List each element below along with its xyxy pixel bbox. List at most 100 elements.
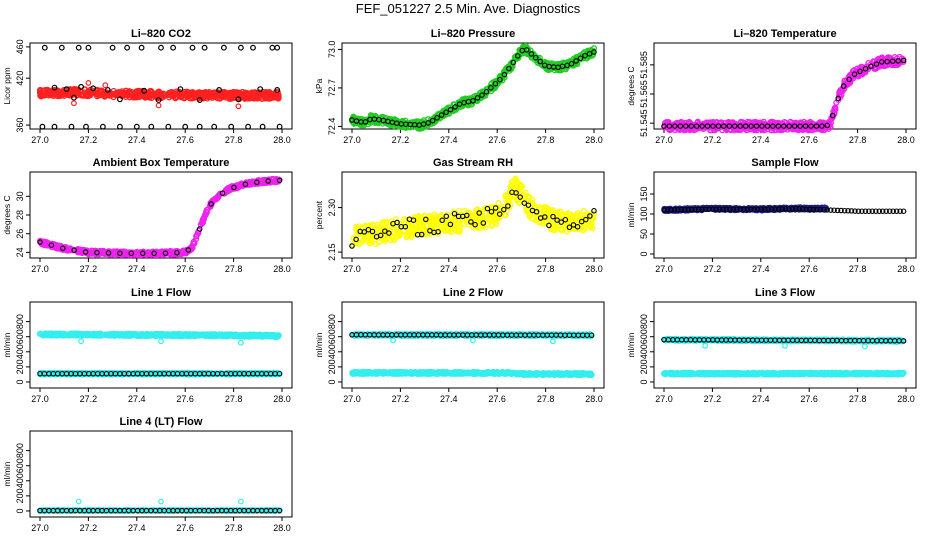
plot-frame [29,42,293,130]
x-axis: 27.0 27.2 27.4 27.6 27.8 28.0 [31,129,291,145]
y-tick-label: 72.4 [327,118,337,136]
chart-title: Li–820 Pressure [431,28,515,40]
data-point [262,88,270,96]
y-tick-label: 72.7 [327,79,337,97]
y-axis-label: kPa [314,78,324,93]
data-point [272,94,279,101]
y-tick-label: 200 [15,359,25,374]
data-point [81,89,88,96]
x-tick-label: 27.0 [31,394,49,404]
y-tick-label: 2.30 [327,199,337,217]
y-axis-label: ml/min [2,332,12,357]
data-point [85,44,92,51]
series-co2-outliers-high [41,44,281,51]
chart-title: Line 1 Flow [131,287,191,299]
data-point [177,86,184,92]
y-tick-label: 0 [639,251,649,256]
data-point [250,44,256,51]
x-tick-label: 27.4 [128,394,146,404]
data-point [39,123,46,130]
y-tick-label: 73.0 [327,41,337,59]
x-tick-label: 27.0 [343,264,361,274]
y-axis-label: degrees C [2,195,12,234]
data-point [51,84,58,91]
x-tick-label: 27.8 [849,135,867,145]
data-point [178,91,185,98]
data-point [523,43,530,50]
data-point [235,96,242,103]
data-point [175,91,182,98]
y-axis: 72.4 72.7 73.0 [327,41,342,136]
x-axis: 27.0 27.2 27.4 27.6 27.8 28.0 [31,258,291,274]
x-tick-label: 27.2 [80,135,98,145]
data-point [182,123,189,130]
x-tick-label: 27.6 [488,264,506,274]
data-point [495,200,502,207]
x-tick-label: 27.2 [392,135,410,145]
data-point [204,93,211,100]
data-point [116,96,123,103]
data-point [274,86,281,93]
data-point [572,55,579,62]
chart-title: Ambient Box Temperature [93,157,230,169]
data-point [204,89,211,96]
y-tick-label: 400 [15,344,25,359]
data-point [235,103,242,110]
x-tick-label: 27.6 [176,135,194,145]
x-tick-label: 27.2 [704,135,722,145]
data-point [39,92,46,99]
x-tick-label: 27.8 [537,135,555,145]
data-point [70,100,77,107]
x-tick-label: 27.2 [80,264,98,274]
x-tick-label: 27.4 [128,135,146,145]
data-point [189,89,197,96]
data-point [276,123,283,130]
x-tick-label: 28.0 [585,135,603,145]
series-box-temperature-average [37,177,283,257]
y-tick-label: 460 [15,39,25,54]
data-point [238,91,245,98]
data-point [155,102,162,109]
data-point [99,87,106,94]
data-point [230,88,237,95]
data-point [114,91,121,98]
page-title: FEF_051227 2.5 Min. Ave. Diagnostics [355,1,581,16]
data-point [189,95,196,102]
chart-title: Sample Flow [751,157,819,169]
plot-frame [341,42,605,130]
data-point [189,44,196,51]
data-point [196,123,203,130]
data-point [211,123,218,130]
data-point [220,44,227,51]
y-tick-label: 600 [15,329,25,344]
x-tick-label: 27.6 [800,135,818,145]
data-point [41,44,48,51]
series-rh-samples [349,175,598,248]
x-tick-label: 27.6 [176,394,194,404]
data-point [99,123,106,130]
data-point [379,113,386,120]
x-tick-label: 27.8 [225,264,243,274]
chart-title: Li–820 Temperature [733,28,836,40]
series-box-temperature-samples [37,175,283,259]
data-point [70,94,77,101]
series-co2-mid [51,83,281,103]
y-tick-label: 0 [15,379,25,384]
chart-title: Li–820 CO2 [131,28,191,40]
data-point [245,123,252,130]
y-tick-label: 51.565 [639,80,649,108]
data-point [58,44,65,51]
x-tick-label: 27.4 [128,264,146,274]
data-point [104,86,111,93]
data-point [257,86,264,92]
data-point [201,89,208,97]
data-point [254,92,261,99]
